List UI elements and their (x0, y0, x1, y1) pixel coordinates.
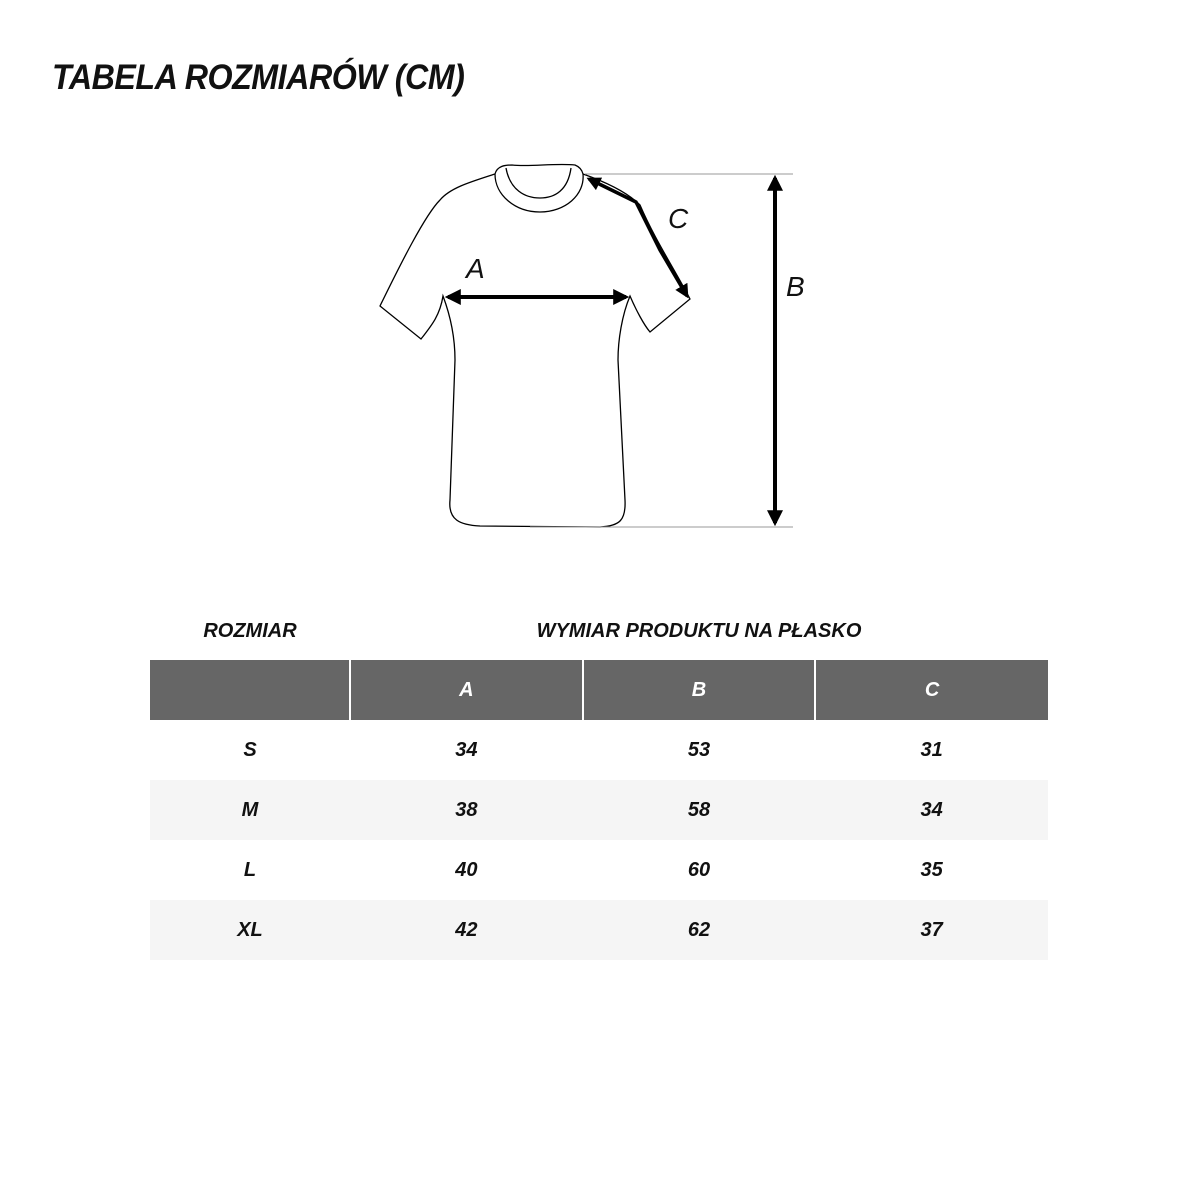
caption-size: ROZMIAR (203, 620, 297, 642)
header-c: C (814, 660, 1048, 720)
tshirt-diagram (379, 163, 793, 528)
table-header-row: A B C (150, 660, 1048, 720)
cell-c: 34 (815, 780, 1048, 840)
cell-c: 37 (815, 900, 1048, 960)
c-arrow (586, 177, 689, 299)
table-row: XL 42 62 37 (150, 900, 1048, 960)
cell-b: 58 (582, 780, 816, 840)
table-row: M 38 58 34 (150, 780, 1048, 840)
cell-a: 40 (455, 858, 478, 881)
table-row: S 34 53 31 (150, 720, 1048, 780)
header-a: A (349, 660, 583, 720)
cell-c: 35 (920, 858, 943, 881)
cell-size: S (243, 738, 257, 761)
cell-a: 38 (350, 780, 583, 840)
cell-a: 42 (350, 900, 583, 960)
label-a: A (466, 253, 485, 284)
table-row: L 40 60 35 (150, 840, 1048, 900)
cell-size: XL (150, 900, 350, 960)
label-b: B (786, 271, 805, 302)
page-title: TABELA ROZMIARÓW (CM) (52, 58, 465, 97)
cell-size: M (150, 780, 350, 840)
size-table: A B C S 34 53 31 M 38 58 34 L 40 60 35 X… (150, 660, 1048, 960)
label-c: C (668, 203, 689, 234)
header-size (150, 660, 350, 720)
cell-b: 53 (687, 738, 711, 761)
cell-b: 60 (687, 858, 711, 881)
cell-c: 31 (920, 738, 943, 761)
header-b: B (581, 660, 816, 720)
cell-a: 34 (455, 738, 478, 761)
cell-size: L (243, 858, 257, 881)
cell-b: 62 (582, 900, 816, 960)
caption-dimensions: WYMIAR PRODUKTU NA PŁASKO (536, 620, 862, 642)
